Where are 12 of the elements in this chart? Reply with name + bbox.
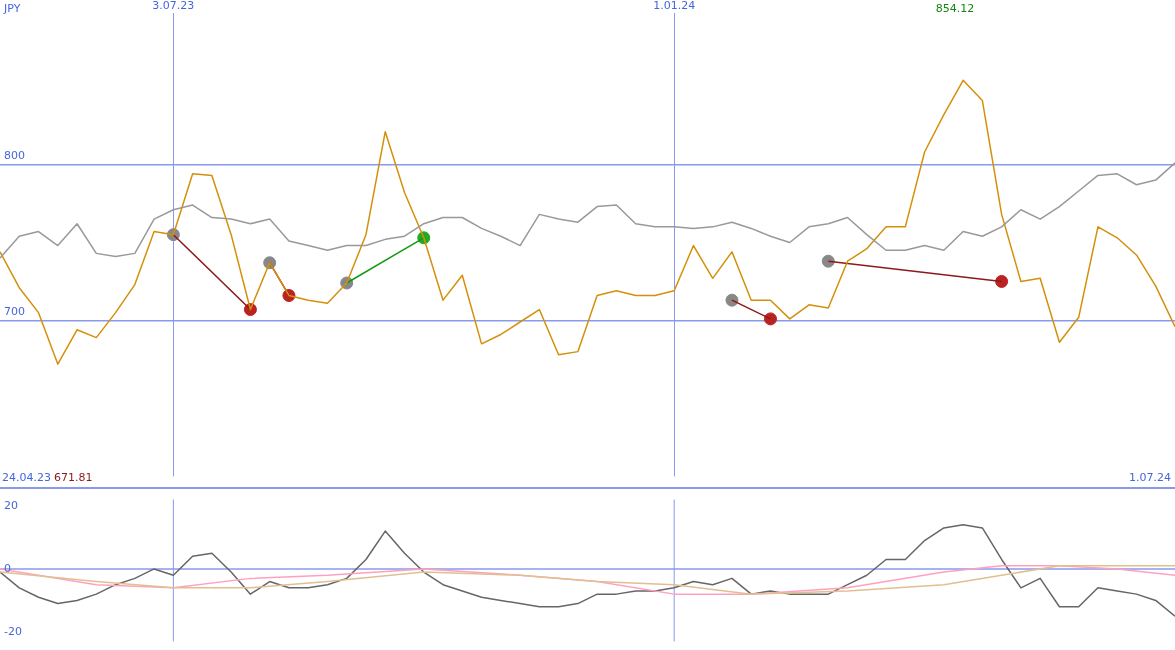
y-tick-label: 800 — [4, 149, 25, 163]
annotation: 24.04.23 — [2, 471, 51, 485]
y-tick-label: 700 — [4, 305, 25, 319]
y-tick-label: 0 — [4, 561, 11, 575]
annotation: 671.81 — [54, 471, 93, 485]
x-tick-label: 3.07.23 — [152, 0, 195, 13]
annotation: 1.07.24 — [1129, 471, 1171, 485]
annotation: 854.12 — [935, 2, 975, 16]
y-tick-label: -20 — [4, 624, 22, 638]
x-tick-label: 1.01.24 — [653, 0, 696, 13]
annotation: JPY — [3, 2, 21, 16]
y-tick-label: 20 — [4, 498, 18, 512]
